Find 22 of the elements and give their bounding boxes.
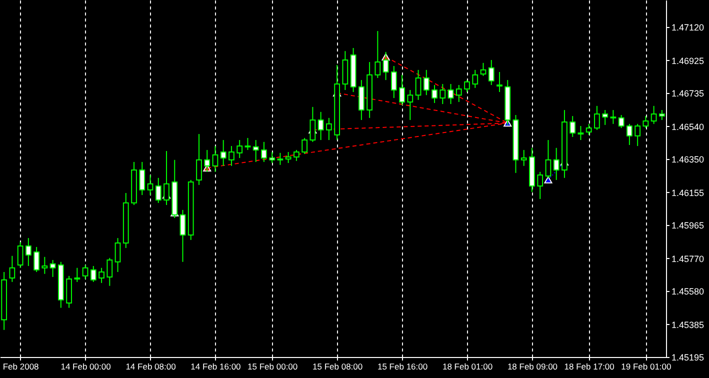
- x-tick-label: 19 Feb 01:00: [621, 362, 672, 372]
- x-tick-label: 18 Feb 09:00: [507, 362, 558, 372]
- x-tick-label: 15 Feb 00:00: [248, 362, 298, 372]
- x-tick-label: 14 Feb 16:00: [190, 362, 242, 372]
- x-tick-label: 18 Feb 01:00: [442, 362, 493, 372]
- x-tick-label: 15 Feb 08:00: [312, 362, 363, 372]
- x-tick-label: 14 Feb 00:00: [60, 362, 112, 372]
- y-tick-label: 1.45965: [672, 220, 704, 231]
- y-tick-label: 1.46540: [672, 122, 704, 132]
- y-tick-label: 1.45195: [672, 352, 704, 362]
- y-tick-label: 1.46925: [672, 56, 704, 66]
- y-tick-label: 1.45385: [672, 320, 704, 330]
- y-tick-label: 1.45770: [672, 254, 704, 264]
- x-tick-label: 14 Feb 08:00: [126, 362, 176, 372]
- x-tick-label: 18 Feb 17:00: [564, 362, 615, 372]
- y-tick-label: 1.46350: [672, 154, 704, 165]
- y-tick-label: 1.47120: [672, 22, 704, 33]
- y-tick-label: 1.46155: [672, 188, 704, 198]
- y-tick-label: 1.45580: [672, 286, 704, 297]
- x-tick-label: Feb 2008: [2, 362, 40, 372]
- y-tick-label: 1.46735: [672, 88, 704, 99]
- x-tick-label: 15 Feb 16:00: [377, 362, 428, 372]
